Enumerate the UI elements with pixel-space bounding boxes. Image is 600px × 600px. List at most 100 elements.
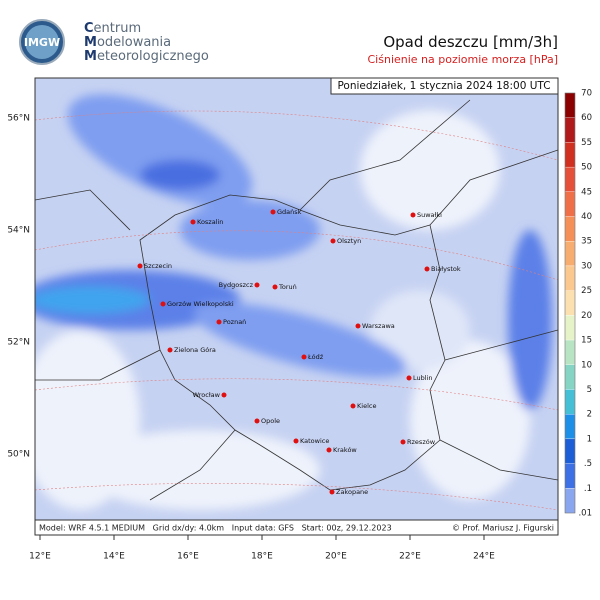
legend-label: 1	[587, 434, 592, 444]
city-label: Gorzów Wielkopolski	[167, 300, 234, 308]
city-label: Warszawa	[362, 322, 395, 330]
city-label: Łódź	[307, 353, 324, 361]
legend-swatch	[564, 216, 576, 242]
city-label: Gdańsk	[277, 208, 302, 216]
logo: IMGW	[19, 19, 65, 65]
legend-swatch	[564, 92, 576, 118]
legend-label: 70	[581, 89, 592, 99]
legend-swatch	[564, 117, 576, 143]
city-label: Kraków	[333, 446, 357, 454]
city-dot	[270, 209, 276, 215]
legend-swatch	[564, 191, 576, 217]
city-dot	[272, 284, 278, 290]
footer-left: Model: WRF 4.5.1 MEDIUM Grid dx/dy: 4.0k…	[39, 524, 392, 533]
city-label: Olsztyn	[337, 237, 361, 245]
lat-label: 52°N	[7, 338, 30, 348]
city-dot	[160, 301, 166, 307]
legend-swatch	[564, 241, 576, 267]
city-label: Szczecin	[144, 262, 172, 270]
city-dot	[355, 323, 361, 329]
legend-swatch	[564, 438, 576, 464]
legend-swatch	[564, 389, 576, 415]
city-dot	[330, 238, 336, 244]
city-dot	[293, 438, 299, 444]
legend-swatch	[564, 142, 576, 168]
city-label: Kielce	[357, 402, 376, 410]
logo-text: IMGW	[24, 36, 60, 49]
lon-label: 16°E	[177, 552, 199, 562]
legend-label: 45	[581, 187, 592, 197]
city-dot	[254, 418, 260, 424]
city-dot	[216, 319, 222, 325]
city-dot	[221, 392, 227, 398]
legend-swatch	[564, 488, 576, 514]
city-dot	[329, 489, 335, 495]
lat-label: 50°N	[7, 450, 30, 460]
footer-right: © Prof. Mariusz J. Figurski	[452, 524, 554, 533]
legend-swatch	[564, 339, 576, 365]
legend-swatch	[564, 166, 576, 192]
city-dot	[410, 212, 416, 218]
legend-label: 60	[581, 113, 592, 123]
city-label: Rzeszów	[407, 438, 436, 446]
legend-label: .5	[584, 459, 592, 469]
precip-field	[35, 78, 558, 520]
city-label: Katowice	[300, 437, 329, 445]
legend-label: 20	[581, 311, 592, 321]
city-label: Lublin	[413, 374, 432, 382]
city-label: Bydgoszcz	[219, 281, 254, 289]
city-dot	[190, 219, 196, 225]
city-label: Suwałki	[417, 211, 442, 219]
city-dot	[254, 282, 260, 288]
legend-swatch	[564, 463, 576, 489]
city-dot	[326, 447, 332, 453]
org-name: Centrum Modelowania Meteorologicznego	[84, 22, 209, 64]
legend-label: 25	[581, 286, 592, 296]
footer-box	[34, 519, 559, 536]
lon-label: 22°E	[399, 552, 421, 562]
lat-label: 54°N	[7, 226, 30, 236]
org-line: Modelowania	[84, 35, 172, 50]
city-label: Białystok	[431, 265, 461, 273]
legend-label: 40	[581, 212, 592, 222]
lon-label: 18°E	[251, 552, 273, 562]
city-dot	[137, 263, 143, 269]
legend-swatch	[564, 364, 576, 390]
legend-frame	[564, 92, 576, 514]
org-line: Meteorologicznego	[84, 49, 209, 64]
legend-label: 5	[587, 385, 592, 395]
legend-label: .1	[584, 484, 592, 494]
title: Opad deszczu [mm/3h]	[383, 33, 558, 51]
city-label: Zakopane	[336, 488, 368, 496]
city-label: Opole	[261, 417, 280, 425]
lon-label: 14°E	[103, 552, 125, 562]
city-dot	[301, 354, 307, 360]
datetime: Poniedziałek, 1 stycznia 2024 18:00 UTC	[337, 80, 550, 92]
legend-label: 30	[581, 261, 592, 271]
city-label: Poznań	[223, 318, 246, 326]
legend-swatch	[564, 414, 576, 440]
lat-label: 56°N	[7, 114, 30, 124]
lon-label: 24°E	[473, 552, 495, 562]
city-dot	[406, 375, 412, 381]
city-label: Toruń	[278, 283, 297, 291]
legend-label: 15	[581, 336, 592, 346]
city-label: Koszalin	[197, 218, 223, 226]
city-dot	[167, 347, 173, 353]
legend-swatch	[564, 315, 576, 341]
city-dot	[400, 439, 406, 445]
legend-label: 35	[581, 237, 592, 247]
city-dot	[424, 266, 430, 272]
org-line: Centrum	[84, 21, 142, 36]
city-label: Wrocław	[193, 391, 221, 399]
legend-label: 2	[587, 410, 592, 420]
legend-label: 50	[581, 163, 592, 173]
city-label: Zielona Góra	[174, 346, 216, 354]
legend-swatch	[564, 265, 576, 291]
subtitle: Ciśnienie na poziomie morza [hPa]	[367, 53, 559, 66]
lon-label: 12°E	[29, 552, 51, 562]
city-dot	[350, 403, 356, 409]
legend-swatch	[564, 290, 576, 316]
